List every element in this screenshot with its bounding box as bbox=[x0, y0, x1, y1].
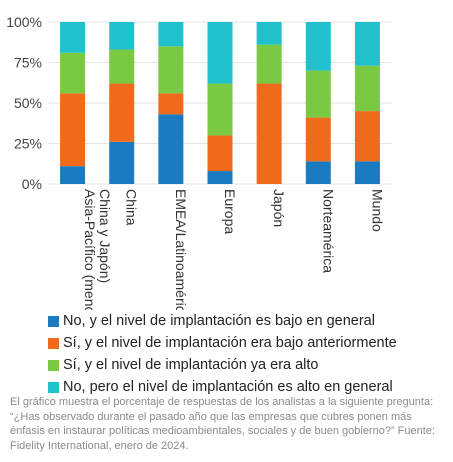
bars bbox=[60, 22, 380, 184]
bar-segment bbox=[109, 141, 135, 184]
bar-segment bbox=[158, 93, 184, 115]
x-tick-label: Europa bbox=[222, 189, 238, 234]
bar-segment bbox=[60, 93, 86, 167]
bar-segment bbox=[60, 22, 86, 53]
bar-segment bbox=[256, 83, 282, 184]
legend-label: No, y el nivel de implantación es bajo e… bbox=[63, 313, 375, 329]
legend-item: No, y el nivel de implantación es bajo e… bbox=[48, 310, 397, 332]
bar-segment bbox=[305, 22, 331, 71]
bar-segment bbox=[158, 114, 184, 184]
stacked-bar-chart: 100% 75% 50% 25% 0% Asia-Pacífico (menosChin… bbox=[6, 14, 392, 310]
bar-segment bbox=[109, 49, 135, 84]
bar-segment bbox=[207, 22, 233, 84]
legend-label: Sí, y el nivel de implantación ya era al… bbox=[63, 357, 319, 373]
legend-swatch bbox=[48, 359, 59, 371]
legend-swatch bbox=[48, 315, 59, 327]
bar-segment bbox=[354, 111, 380, 162]
bar-segment bbox=[354, 65, 380, 112]
legend-item: Sí, y el nivel de implantación ya era al… bbox=[48, 354, 397, 376]
legend-item: No, pero el nivel de implantación es alt… bbox=[48, 376, 397, 398]
x-tick-label: EMEA/Latinoamérica bbox=[173, 189, 189, 310]
bar-segment bbox=[109, 22, 135, 50]
bar-segment bbox=[354, 22, 380, 66]
bar-segment bbox=[158, 46, 184, 94]
x-tick-label: Japón bbox=[271, 189, 287, 227]
bar-segment bbox=[305, 70, 331, 118]
legend-item: Sí, y el nivel de implantación era bajo … bbox=[48, 332, 397, 354]
bar-segment bbox=[305, 161, 331, 184]
bar-segment bbox=[354, 161, 380, 184]
x-axis-tick-labels: Asia-Pacífico (menosChina y Japón) China E… bbox=[82, 189, 385, 310]
legend-swatch bbox=[48, 381, 59, 393]
bar-segment bbox=[207, 83, 233, 136]
bar-segment bbox=[207, 171, 233, 184]
x-tick-label: Mundo bbox=[369, 189, 385, 232]
x-tick-label: China bbox=[124, 189, 140, 226]
bar-segment bbox=[207, 135, 233, 172]
legend-label: No, pero el nivel de implantación es alt… bbox=[63, 379, 393, 395]
bar-segment bbox=[256, 44, 282, 84]
y-tick-label: 0% bbox=[22, 176, 42, 192]
bar-segment bbox=[60, 52, 86, 94]
bar-segment bbox=[305, 117, 331, 162]
y-axis-tick-labels: 100% 75% 50% 25% 0% bbox=[6, 14, 42, 192]
y-tick-label: 100% bbox=[6, 14, 42, 30]
y-tick-label: 75% bbox=[14, 55, 42, 71]
x-tick-label: Asia-Pacífico (menosChina y Japón) bbox=[82, 189, 113, 310]
legend-swatch bbox=[48, 337, 59, 349]
y-tick-label: 25% bbox=[14, 136, 42, 152]
legend-label: Sí, y el nivel de implantación era bajo … bbox=[63, 335, 397, 351]
bar-segment bbox=[60, 166, 86, 184]
bar-segment bbox=[256, 22, 282, 45]
legend: No, y el nivel de implantación es bajo e… bbox=[48, 310, 397, 398]
x-tick-label: Norteamérica bbox=[320, 189, 336, 273]
chart-caption: El gráfico muestra el porcentaje de resp… bbox=[10, 396, 435, 452]
y-tick-label: 50% bbox=[14, 95, 42, 111]
bar-segment bbox=[109, 83, 135, 142]
bar-segment bbox=[158, 22, 184, 47]
